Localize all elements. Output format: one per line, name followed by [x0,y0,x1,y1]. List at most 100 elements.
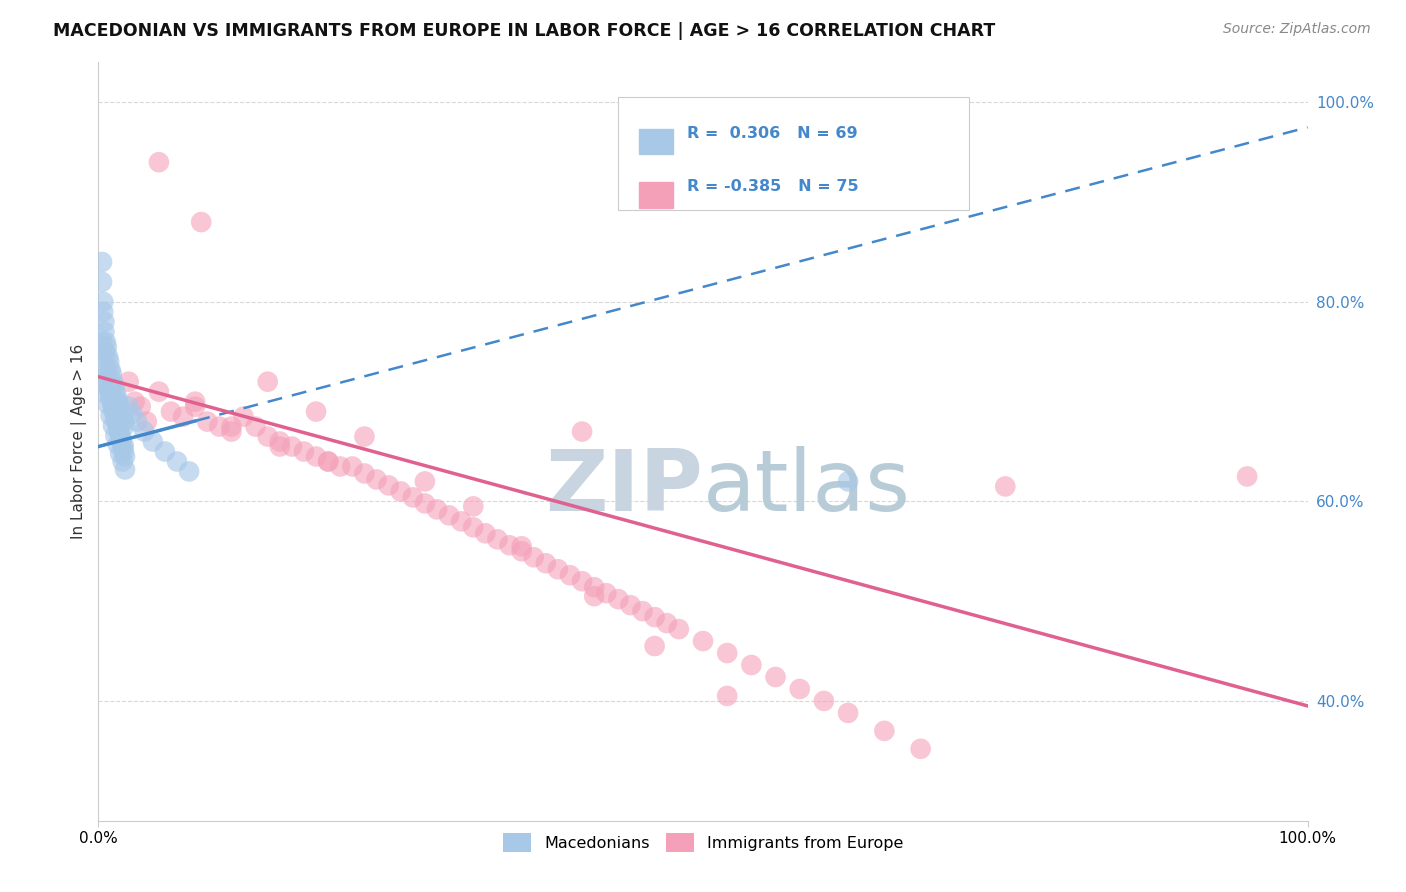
Point [558,568,581,582]
Point [118,400,141,414]
Point [107,419,129,434]
Point [644,610,666,624]
Text: atlas: atlas [703,445,911,529]
Point [389,484,412,499]
Point [107,437,129,451]
Point [329,459,352,474]
Point [101,418,124,433]
Point [112,444,135,458]
Point [413,496,436,510]
Point [232,409,254,424]
Point [101,375,124,389]
Point [498,538,520,552]
Point [94,386,117,401]
Point [108,446,131,460]
Point [104,409,127,424]
Point [547,562,569,576]
Point [245,419,267,434]
Point [523,550,546,565]
Point [631,604,654,618]
Point [100,362,122,376]
Point [179,465,201,479]
Point [437,508,460,523]
Point [98,384,121,399]
Point [873,723,896,738]
Point [765,670,787,684]
Point [655,616,678,631]
Point [121,407,143,421]
Point [93,355,115,369]
Point [377,478,399,492]
Point [108,402,131,417]
Point [100,394,122,409]
Point [644,639,666,653]
Point [292,444,315,458]
Point [110,434,132,449]
Point [104,428,127,442]
Point [111,454,134,468]
Point [114,418,136,433]
Point [789,681,811,696]
Point [96,340,118,354]
Point [134,425,156,439]
Point [426,502,449,516]
Point [105,415,128,429]
Point [108,429,131,443]
Point [172,409,194,424]
Point [740,658,762,673]
Point [135,415,157,429]
Point [534,556,557,570]
Point [281,440,304,454]
Point [129,400,152,414]
Point [107,394,129,409]
Point [103,378,125,392]
Point [413,475,436,489]
Point [104,384,127,399]
Point [305,404,328,418]
Point [305,450,328,464]
Point [91,275,114,289]
Point [510,544,533,558]
Point [402,491,425,505]
Point [692,634,714,648]
Point [94,344,117,359]
Point [1236,469,1258,483]
Point [184,400,207,414]
Point [366,473,388,487]
FancyBboxPatch shape [638,129,673,154]
Point [619,598,641,612]
Point [112,438,135,452]
Point [474,526,496,541]
Point [94,334,117,349]
Point [108,398,131,412]
Point [184,394,207,409]
Point [112,415,135,429]
Point [195,415,218,429]
Point [353,467,375,481]
Point [110,431,132,445]
Point [114,450,136,464]
FancyBboxPatch shape [619,96,969,211]
Point [910,741,932,756]
Point [93,315,115,329]
Point [105,389,128,403]
Point [450,514,472,528]
Point [463,500,485,514]
Point [108,423,131,437]
Text: R = -0.385   N = 75: R = -0.385 N = 75 [688,178,859,194]
Point [91,305,114,319]
Point [837,475,859,489]
Point [221,419,243,434]
Point [91,334,114,349]
Point [510,539,533,553]
Point [583,589,606,603]
Point [595,586,617,600]
Point [148,384,170,399]
Point [100,390,122,404]
Point [114,462,136,476]
Point [316,454,339,468]
Point [98,355,121,369]
Point [607,592,630,607]
Point [583,580,606,594]
Point [153,444,176,458]
